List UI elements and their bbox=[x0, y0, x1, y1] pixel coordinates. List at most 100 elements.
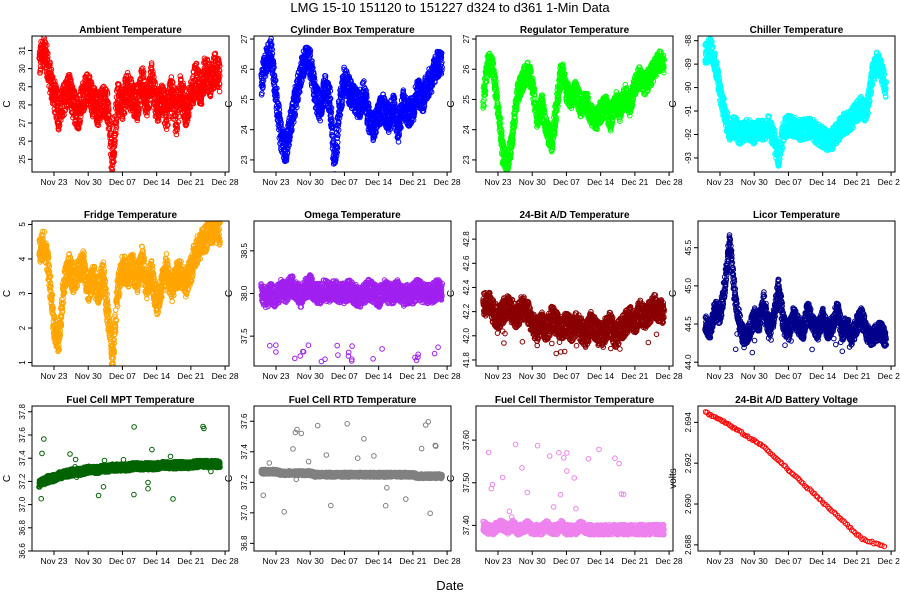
x-tick-label: Dec 14 bbox=[143, 177, 170, 187]
data-point bbox=[411, 109, 418, 115]
data-point bbox=[197, 76, 203, 82]
y-tick-label: 29 bbox=[18, 82, 27, 91]
y-axis-label: C bbox=[446, 100, 457, 107]
data-point bbox=[134, 114, 141, 121]
data-point bbox=[88, 80, 95, 87]
y-tick-label: 31 bbox=[18, 46, 27, 55]
data-point bbox=[481, 97, 487, 103]
data-point bbox=[494, 89, 500, 95]
data-point bbox=[329, 132, 335, 138]
x-tick-label: Dec 14 bbox=[365, 177, 392, 187]
y-tick-label: 26 bbox=[240, 64, 249, 73]
data-point bbox=[328, 116, 335, 122]
y-tick-label: 30 bbox=[18, 64, 27, 73]
data-point bbox=[283, 157, 290, 164]
data-point bbox=[289, 126, 295, 133]
y-axis-label: C bbox=[2, 100, 13, 107]
data-point bbox=[68, 77, 74, 83]
data-point bbox=[217, 72, 223, 79]
data-point bbox=[107, 123, 113, 129]
data-point bbox=[317, 117, 324, 124]
data-point bbox=[311, 71, 317, 77]
data-point bbox=[62, 107, 69, 113]
data-point bbox=[327, 88, 334, 94]
data-point bbox=[148, 60, 155, 66]
y-tick-label: 24 bbox=[240, 125, 249, 134]
data-point bbox=[336, 115, 343, 121]
data-point bbox=[482, 92, 488, 98]
data-point bbox=[44, 54, 51, 60]
data-point bbox=[175, 119, 182, 125]
data-point bbox=[174, 126, 180, 132]
data-point bbox=[401, 93, 408, 99]
data-point bbox=[276, 106, 283, 113]
data-point bbox=[335, 132, 341, 138]
data-point bbox=[497, 116, 503, 122]
data-point bbox=[498, 132, 505, 138]
data-point bbox=[274, 85, 280, 92]
data-point bbox=[380, 91, 386, 98]
data-point bbox=[295, 97, 301, 104]
data-point bbox=[42, 39, 49, 46]
data-point bbox=[287, 134, 293, 140]
data-point bbox=[291, 119, 297, 125]
x-tick-label: Dec 28 bbox=[434, 177, 461, 187]
x-tick-label: Nov 23 bbox=[263, 177, 290, 187]
data-point bbox=[111, 159, 117, 165]
data-point bbox=[259, 90, 265, 96]
data-layer bbox=[258, 36, 445, 172]
y-axis-label: C bbox=[224, 100, 235, 107]
data-point bbox=[363, 92, 370, 98]
data-point bbox=[216, 80, 223, 87]
data-point bbox=[148, 62, 155, 68]
data-point bbox=[333, 153, 340, 159]
data-point bbox=[113, 119, 120, 125]
data-point bbox=[207, 93, 214, 100]
data-point bbox=[198, 101, 205, 107]
data-point bbox=[76, 117, 83, 123]
data-point bbox=[269, 46, 276, 53]
data-point bbox=[152, 78, 158, 85]
data-point bbox=[496, 110, 502, 116]
data-point bbox=[121, 110, 128, 117]
data-point bbox=[104, 91, 111, 97]
data-point bbox=[260, 84, 266, 90]
data-point bbox=[179, 88, 186, 94]
data-point bbox=[272, 77, 279, 84]
data-point bbox=[53, 85, 60, 91]
data-point bbox=[492, 81, 499, 88]
data-point bbox=[297, 83, 304, 90]
data-point bbox=[110, 171, 114, 172]
data-point bbox=[387, 126, 394, 133]
data-point bbox=[495, 107, 502, 114]
data-point bbox=[217, 63, 223, 69]
data-point bbox=[339, 98, 346, 105]
data-point bbox=[438, 53, 444, 59]
data-point bbox=[334, 145, 341, 151]
data-point bbox=[297, 89, 303, 95]
y-tick-label: 27 bbox=[240, 34, 249, 43]
data-point bbox=[361, 78, 367, 84]
plot-frame bbox=[253, 35, 452, 173]
data-point bbox=[279, 125, 285, 132]
data-point bbox=[328, 109, 335, 116]
data-point bbox=[339, 102, 346, 108]
data-point bbox=[482, 88, 489, 94]
data-point bbox=[216, 75, 222, 82]
data-point bbox=[395, 139, 402, 145]
x-tick-label: Dec 28 bbox=[212, 177, 239, 187]
data-point bbox=[484, 74, 491, 81]
data-point bbox=[438, 50, 445, 56]
data-point bbox=[322, 73, 329, 79]
data-layer bbox=[36, 36, 223, 172]
y-tick-label: 25 bbox=[240, 94, 249, 103]
data-point bbox=[187, 105, 193, 111]
x-tick-label: Dec 21 bbox=[177, 177, 204, 187]
data-point bbox=[285, 145, 291, 151]
data-point bbox=[398, 118, 405, 125]
data-point bbox=[334, 134, 341, 141]
data-point bbox=[186, 110, 192, 116]
data-point bbox=[37, 70, 44, 76]
data-point bbox=[332, 159, 339, 166]
